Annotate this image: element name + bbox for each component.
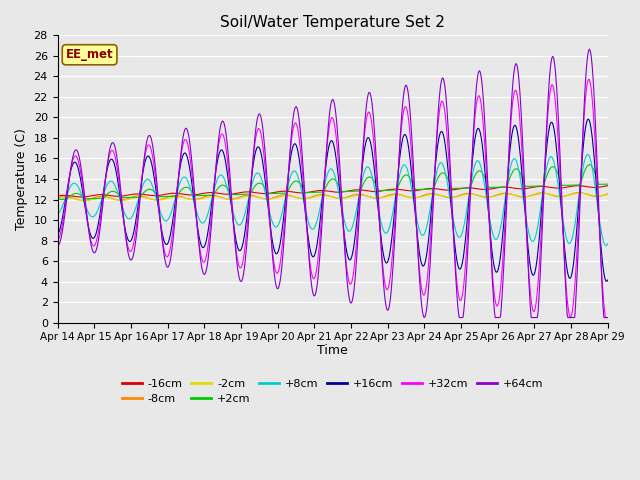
Title: Soil/Water Temperature Set 2: Soil/Water Temperature Set 2 [220,15,445,30]
X-axis label: Time: Time [317,344,348,357]
Y-axis label: Temperature (C): Temperature (C) [15,128,28,230]
Legend: -16cm, -8cm, -2cm, +2cm, +8cm, +16cm, +32cm, +64cm: -16cm, -8cm, -2cm, +2cm, +8cm, +16cm, +3… [118,374,548,408]
Text: EE_met: EE_met [66,48,113,61]
